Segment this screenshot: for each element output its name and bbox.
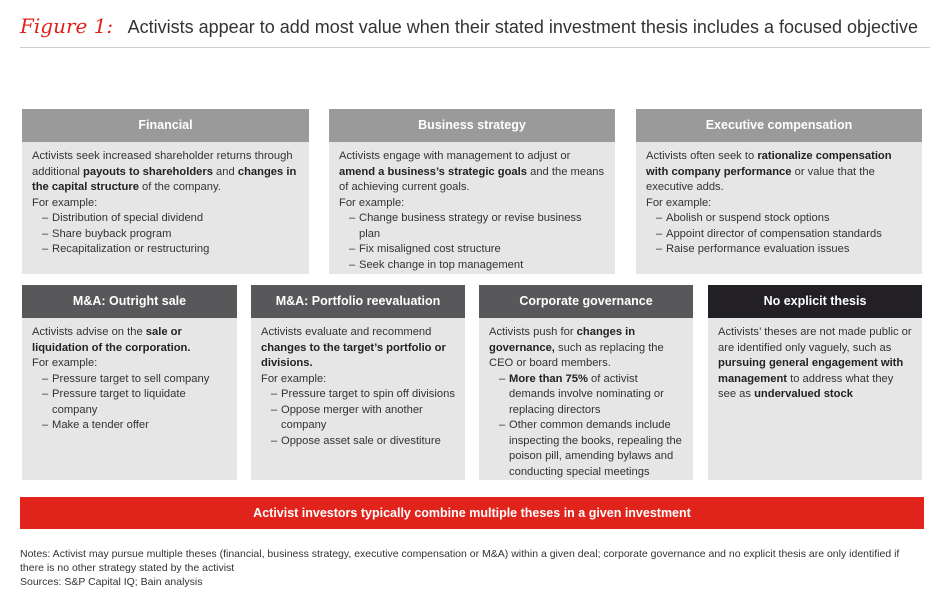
example-item: Change business strategy or revise busin… [349,211,605,242]
example-item: Appoint director of compensation standar… [656,227,912,243]
body-text: Activists engage with management to adju… [339,150,571,162]
body-text: Activists often seek to [646,150,758,162]
example-item: Recapitalization or restructuring [42,242,299,258]
title-divider [20,47,930,48]
executive-compensation-examples: Abolish or suspend stock optionsAppoint … [646,211,912,258]
emphasis-text: payouts to shareholders [83,165,213,178]
example-item: Abolish or suspend stock options [656,211,912,227]
body-text: such as replacing the CEO or board membe… [489,341,664,370]
no-explicit-thesis-box: No explicit thesis Activists’ theses are… [708,285,922,480]
financial-box: Financial Activists seek increased share… [22,109,309,274]
footnotes: Notes: Activist may pursue multiple thes… [20,547,920,589]
emphasis-text: changes in governance, [489,326,636,354]
sources-text: Sources: S&P Capital IQ; Bain analysis [20,576,203,588]
example-item: Oppose merger with another company [271,403,455,434]
business-strategy-examples: Change business strategy or revise busin… [339,211,605,273]
body-text: to address what they see as [718,372,894,401]
business-strategy-example-label: For example: [339,196,405,209]
body-text: Activists evaluate and recommend [261,326,432,338]
business-strategy-intro: Activists engage with management to adju… [339,149,605,196]
corporate-governance-examples: More than 75% of activist demands involv… [489,372,683,481]
example-item: Raise performance evaluation issues [656,242,912,258]
body-text: and [212,165,238,178]
body-text: and the means of achieving current goals… [339,165,605,194]
ma-portfolio-body: Activists evaluate and recommend changes… [251,318,465,449]
emphasis-text: changes to the target’s portfolio or div… [261,341,446,370]
financial-examples: Distribution of special dividendShare bu… [32,211,299,258]
ma-portfolio-example-label: For example: [261,372,327,385]
ma-portfolio-header: M&A: Portfolio reevaluation [251,285,465,318]
body-text: of the company. [138,181,221,193]
financial-body: Activists seek increased shareholder ret… [22,142,309,258]
figure-label: Figure 1: [20,14,114,38]
business-strategy-box: Business strategy Activists engage with … [329,109,615,274]
ma-portfolio-intro: Activists evaluate and recommend changes… [261,325,455,372]
executive-compensation-body: Activists often seek to rationalize comp… [636,142,922,258]
emphasis-text: sale or liquidation of the corporation. [32,326,191,354]
example-item: Pressure target to sell company [42,372,227,388]
corporate-governance-intro: Activists push for changes in governance… [489,325,683,372]
body-text: Activists push for [489,326,577,338]
executive-compensation-example-label: For example: [646,196,712,209]
ma-outright-sale-body: Activists advise on the sale or liquidat… [22,318,237,434]
emphasis-text: rationalize compensation with company pe… [646,150,892,178]
no-explicit-thesis-header: No explicit thesis [708,285,922,318]
executive-compensation-header: Executive compensation [636,109,922,142]
business-strategy-header: Business strategy [329,109,615,142]
financial-example-label: For example: [32,196,98,209]
ma-outright-sale-examples: Pressure target to sell companyPressure … [32,372,227,434]
corporate-governance-header: Corporate governance [479,285,693,318]
corporate-governance-box: Corporate governance Activists push for … [479,285,693,480]
emphasis-text: undervalued stock [754,388,853,400]
summary-banner: Activist investors typically combine mul… [20,497,924,529]
body-text: Activists seek increased shareholder ret… [32,150,293,178]
ma-outright-sale-example-label: For example: [32,357,98,369]
body-text: Other common demands include inspecting … [509,419,682,478]
ma-outright-sale-header: M&A: Outright sale [22,285,237,318]
body-text: of activist demands involve nominating o… [509,372,664,416]
example-item: Fix misaligned cost structure [349,242,605,258]
financial-intro: Activists seek increased shareholder ret… [32,149,299,196]
ma-outright-sale-intro: Activists advise on the sale or liquidat… [32,325,227,356]
example-item: More than 75% of activist demands involv… [499,372,683,419]
no-explicit-thesis-intro: Activists’ theses are not made public or… [718,325,912,403]
body-text: or value that the executive adds. [646,165,875,194]
notes-text: Notes: Activist may pursue multiple thes… [20,548,900,574]
ma-outright-sale-box: M&A: Outright sale Activists advise on t… [22,285,237,480]
example-item: Distribution of special dividend [42,211,299,227]
ma-portfolio-box: M&A: Portfolio reevaluation Activists ev… [251,285,465,480]
emphasis-text: amend a business’s strategic goals [339,165,527,178]
figure-title-row: Figure 1: Activists appear to add most v… [20,14,918,38]
example-item: Oppose asset sale or divestiture [271,434,455,450]
emphasis-text: pursuing general engagement with managem… [718,357,904,385]
body-text: Activists advise on the [32,326,146,338]
executive-compensation-intro: Activists often seek to rationalize comp… [646,149,912,196]
executive-compensation-box: Executive compensation Activists often s… [636,109,922,274]
figure-title: Activists appear to add most value when … [127,17,919,37]
example-item: Other common demands include inspecting … [499,418,683,480]
financial-header: Financial [22,109,309,142]
business-strategy-body: Activists engage with management to adju… [329,142,615,273]
example-item: Make a tender offer [42,418,227,434]
emphasis-text: More than 75% [509,372,588,385]
example-item: Pressure target to liquidate company [42,387,227,418]
example-item: Seek change in top management [349,258,605,274]
emphasis-text: changes in the capital structure [32,165,297,194]
no-explicit-thesis-body: Activists’ theses are not made public or… [708,318,922,403]
ma-portfolio-examples: Pressure target to spin off divisionsOpp… [261,387,455,449]
corporate-governance-body: Activists push for changes in governance… [479,318,693,480]
example-item: Share buyback program [42,227,299,243]
example-item: Pressure target to spin off divisions [271,387,455,403]
body-text: Activists’ theses are not made public or… [718,326,912,354]
